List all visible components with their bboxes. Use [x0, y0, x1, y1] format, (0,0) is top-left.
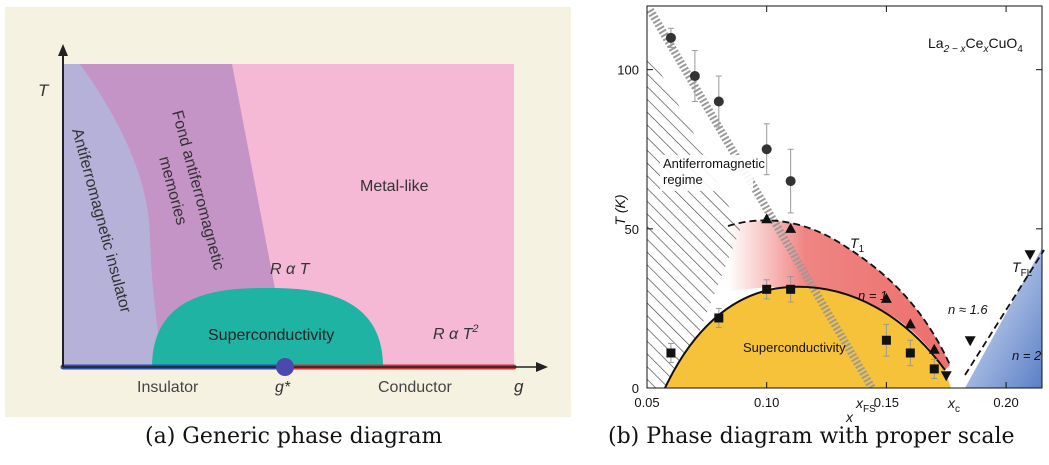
circle-marker	[714, 97, 724, 107]
plot-regions	[647, 10, 1042, 388]
label-tfl: TFL	[1012, 259, 1033, 279]
axis-label-g: g	[514, 377, 524, 396]
circle-marker	[666, 33, 676, 43]
square-marker	[666, 348, 675, 357]
triangle-down-marker	[965, 336, 976, 346]
ylabel-b: T (K)	[612, 194, 628, 225]
circle-marker	[762, 144, 772, 154]
label-n-1: n = 1	[858, 288, 887, 303]
triangle-down-marker	[1025, 250, 1036, 260]
label-superconductivity-b: Superconductivity	[743, 340, 846, 355]
x-tick-label: 0.20	[993, 395, 1018, 410]
square-marker	[930, 364, 939, 373]
x-tick-label: 0.05	[634, 395, 659, 410]
label-af-regime-1: Antiferromagnetic	[663, 156, 765, 171]
label-r-alpha-t2: R α T2	[433, 323, 478, 343]
y-tick-label: 100	[617, 63, 639, 78]
label-metal-like: Metal-like	[360, 178, 429, 195]
label-superconductivity-a: Superconductivity	[208, 327, 334, 344]
square-marker	[786, 285, 795, 294]
label-insulator: Insulator	[137, 379, 199, 396]
xlabel-b: x	[845, 409, 854, 425]
label-conductor: Conductor	[378, 379, 452, 396]
square-marker	[762, 285, 771, 294]
label-r-alpha-t: R α T	[270, 261, 311, 278]
label-n-1-6: n ≈ 1.6	[948, 302, 988, 317]
axis-label-T: T	[38, 81, 50, 100]
circle-marker	[690, 71, 700, 81]
critical-point-marker	[276, 358, 294, 376]
label-n-2: n = 2	[1012, 348, 1042, 363]
caption-b: (b) Phase diagram with proper scale	[608, 424, 1015, 449]
label-g-star: g*	[275, 379, 291, 396]
y-tick-label: 0	[632, 381, 639, 396]
square-marker	[882, 336, 891, 345]
square-marker	[714, 313, 723, 322]
panel-a: T g g* Insulator Conductor Antiferromagn…	[5, 7, 571, 417]
caption-a: (a) Generic phase diagram	[145, 424, 442, 449]
x-tick-label: 0.15	[874, 395, 899, 410]
label-x-c: xc	[947, 395, 960, 415]
circle-marker	[786, 176, 796, 186]
label-af-regime-2: regime	[663, 172, 703, 187]
square-marker	[906, 348, 915, 357]
x-tick-label: 0.10	[754, 395, 779, 410]
compound-label: La2 − xCexCuO4	[928, 35, 1023, 55]
